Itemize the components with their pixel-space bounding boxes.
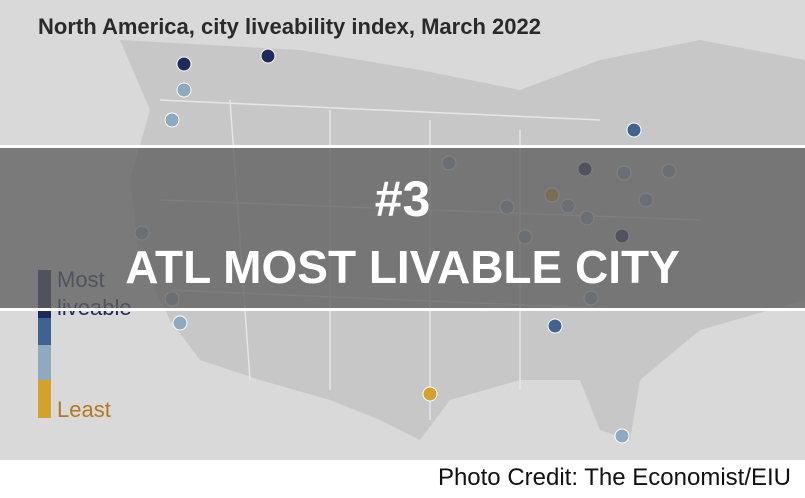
city-dot xyxy=(260,48,276,64)
legend-swatch xyxy=(38,345,51,380)
city-dot xyxy=(176,56,192,72)
map-title: North America, city liveability index, M… xyxy=(38,14,541,39)
city-dot xyxy=(422,386,438,402)
city-dot xyxy=(164,112,180,128)
legend-least: Least xyxy=(57,397,111,422)
overlay-band: #3 ATL MOST LIVABLE CITY xyxy=(0,145,805,311)
headline: ATL MOST LIVABLE CITY xyxy=(125,241,680,293)
photo-credit: Photo Credit: The Economist/EIU xyxy=(437,464,791,491)
rank: #3 xyxy=(374,171,431,227)
city-dot xyxy=(172,315,188,331)
city-dot xyxy=(614,428,630,444)
legend-swatch xyxy=(38,318,51,345)
city-dot xyxy=(626,122,642,138)
city-dot xyxy=(547,318,563,334)
legend-swatch xyxy=(38,380,51,418)
city-dot xyxy=(176,82,192,98)
